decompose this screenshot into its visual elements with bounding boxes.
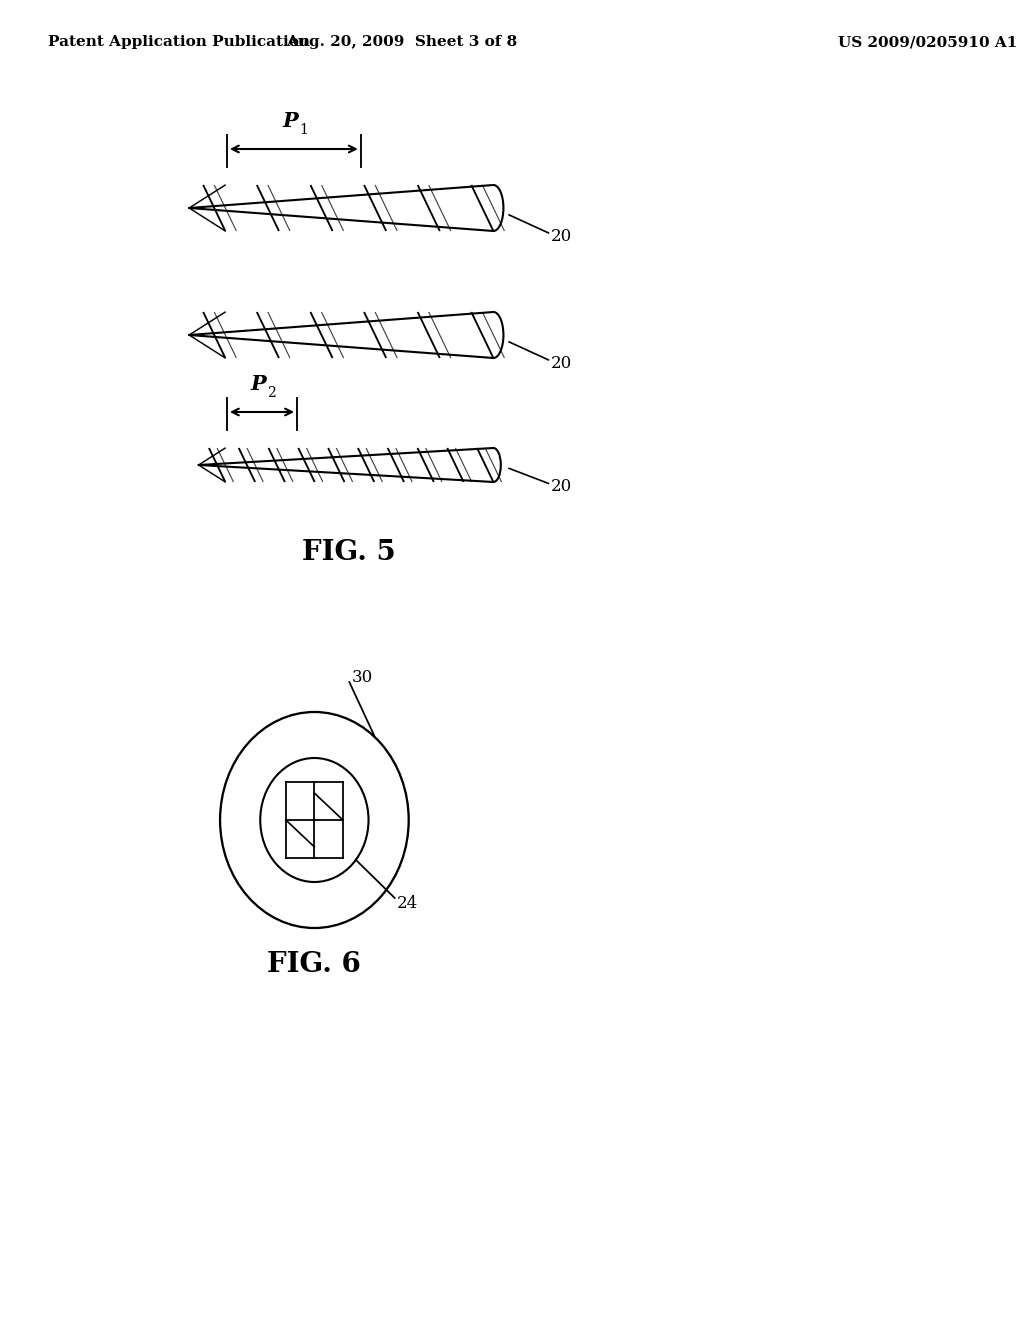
Text: 30: 30 [352, 669, 373, 686]
Text: 24: 24 [396, 895, 418, 912]
Text: 2: 2 [267, 385, 275, 400]
Text: P: P [283, 111, 298, 131]
Text: 1: 1 [299, 123, 308, 137]
Text: 20: 20 [551, 355, 572, 372]
Text: 20: 20 [551, 478, 572, 495]
Text: Aug. 20, 2009  Sheet 3 of 8: Aug. 20, 2009 Sheet 3 of 8 [286, 36, 517, 49]
Text: Patent Application Publication: Patent Application Publication [48, 36, 310, 49]
Text: US 2009/0205910 A1: US 2009/0205910 A1 [839, 36, 1018, 49]
Text: FIG. 5: FIG. 5 [302, 539, 396, 565]
Text: 20: 20 [551, 228, 572, 246]
Text: P: P [251, 374, 266, 393]
Text: FIG. 6: FIG. 6 [267, 952, 361, 978]
